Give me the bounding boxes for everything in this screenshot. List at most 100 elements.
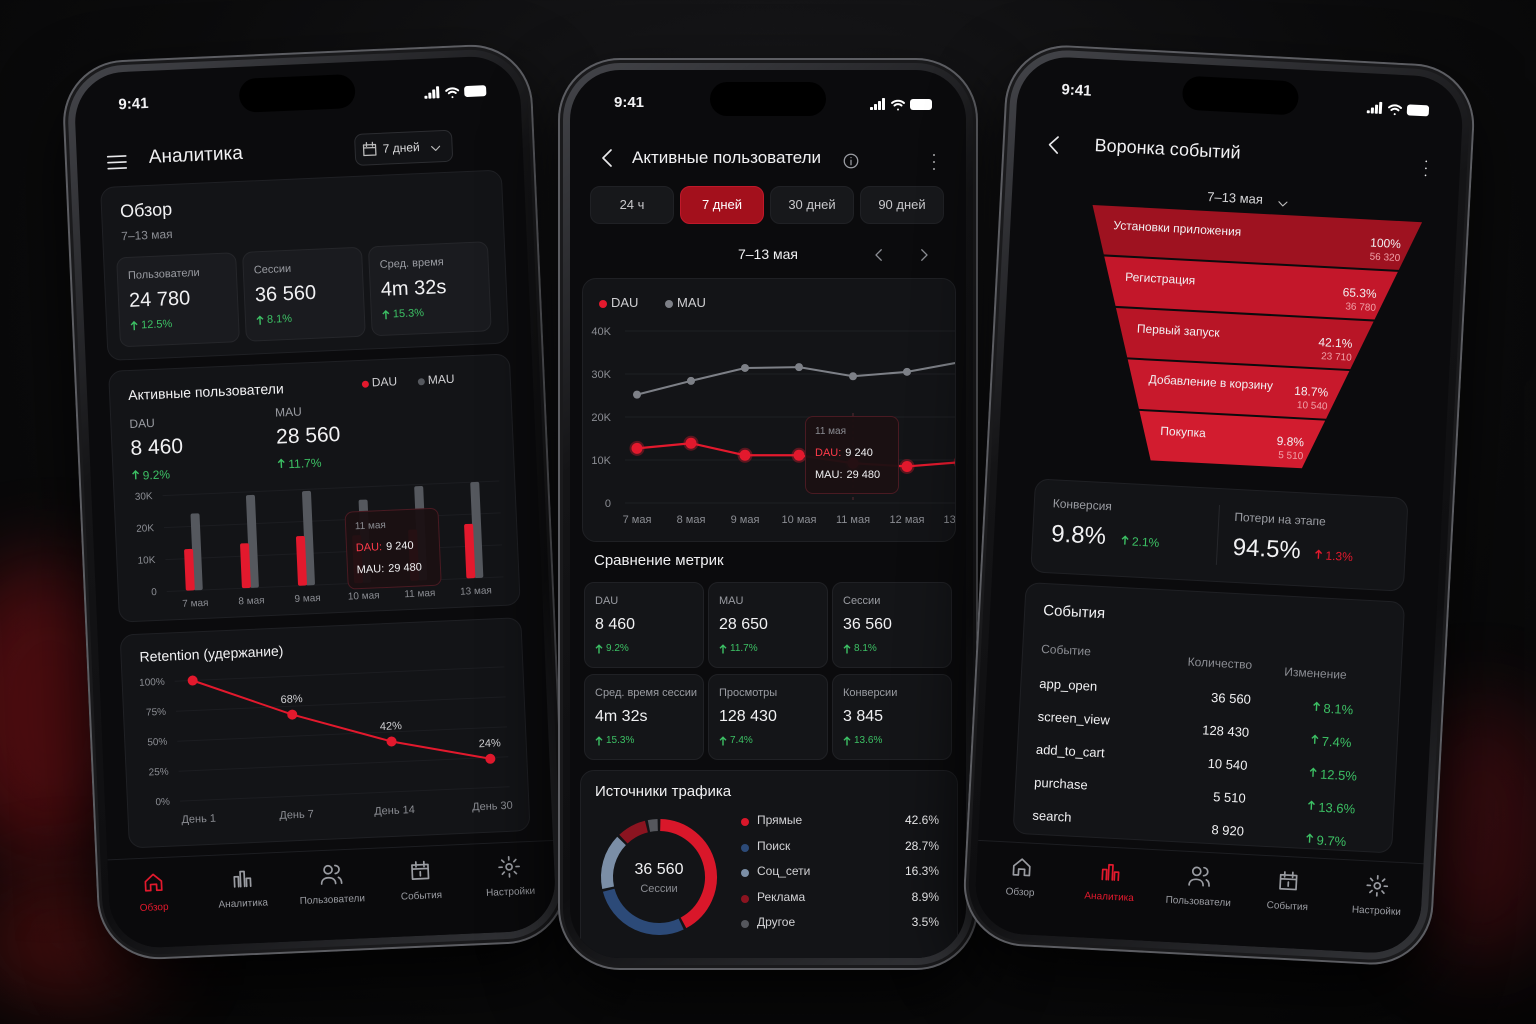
- nav-label[interactable]: Пользователи: [299, 893, 366, 908]
- kebab-icon[interactable]: [1413, 156, 1438, 181]
- bars-icon[interactable]: [230, 866, 255, 891]
- signal-bar: [1378, 101, 1383, 114]
- tooltip-date: 11 мая: [354, 519, 387, 533]
- users-icon[interactable]: [1187, 864, 1212, 889]
- section-title: Сравнение метрик: [594, 552, 724, 569]
- icon-shape: [233, 870, 252, 888]
- kebab-icon[interactable]: [922, 150, 946, 174]
- home-icon[interactable]: [1009, 855, 1034, 880]
- point: [485, 753, 496, 764]
- users-icon[interactable]: [319, 862, 344, 887]
- arrow-up-icon: [595, 644, 603, 654]
- legend-dot: [361, 380, 370, 388]
- events-icon[interactable]: [408, 858, 433, 883]
- period-picker[interactable]: 7 дней: [353, 129, 454, 166]
- column-header: Изменение: [1284, 664, 1348, 682]
- nav-label[interactable]: Настройки: [485, 885, 536, 899]
- event-count: 5 510: [1212, 789, 1247, 806]
- donut-segment: [602, 888, 684, 935]
- value-label: 16.3%: [904, 864, 939, 878]
- signal-bar: [878, 101, 881, 110]
- metric-card: Пользователи 24 780 12.5%: [116, 252, 240, 348]
- arrow-shape: [382, 309, 390, 320]
- legend-label: Поиск: [757, 838, 791, 853]
- x-tick-label: 8 мая: [238, 595, 265, 607]
- icon-shape: [843, 153, 859, 169]
- event-change: 9.7%: [1316, 832, 1347, 850]
- gear-icon[interactable]: [497, 854, 522, 879]
- metric-label: Просмотры: [719, 687, 778, 699]
- gear-icon[interactable]: [1365, 873, 1390, 898]
- metric-value: 4m 32s: [380, 276, 447, 301]
- point: [683, 435, 699, 451]
- bars-icon[interactable]: [1098, 859, 1123, 884]
- arrow-shape: [1313, 701, 1321, 711]
- nav-label[interactable]: Обзор: [139, 901, 169, 915]
- tab-label: 7 дней: [701, 197, 743, 212]
- value-label: 28.7%: [904, 838, 939, 853]
- back-icon[interactable]: [596, 146, 620, 170]
- funnel-stage: [1139, 410, 1326, 469]
- y-tick-label: 50%: [147, 737, 168, 749]
- donut-segment: [619, 820, 649, 844]
- tooltip-row: MAU: 29 480: [815, 469, 895, 485]
- icon-shape: [1278, 201, 1288, 207]
- date-range-picker[interactable]: 7–13 мая: [1012, 179, 1458, 222]
- nav-label[interactable]: Пользователи: [1165, 894, 1232, 910]
- y-tick-label: 20K: [136, 523, 155, 535]
- nav-label[interactable]: События: [400, 889, 443, 903]
- period-tab[interactable]: 7 дней: [680, 186, 764, 224]
- signal-bar: [1370, 107, 1374, 114]
- change-label: 12.5%: [140, 318, 173, 332]
- stage-name: Покупка: [1160, 424, 1207, 441]
- arrow-up-icon: [277, 458, 285, 468]
- point: [903, 367, 911, 376]
- status-icons: [870, 98, 932, 111]
- signal-bar: [870, 107, 873, 110]
- arrow-up-icon: [843, 644, 851, 654]
- down-icon: [1278, 201, 1288, 207]
- bar-chart: 0 10K 20K 30K 7 мая 8 мая 9 мая 10 мая 11 мая 13 …: [135, 480, 504, 610]
- period-tab[interactable]: 30 дней: [770, 186, 854, 224]
- back-icon[interactable]: [1042, 132, 1067, 157]
- stat-label: Потери на этапе: [1234, 509, 1327, 529]
- battery-icon: [910, 99, 932, 110]
- nav-label[interactable]: Настройки: [1351, 904, 1402, 919]
- down-icon: [431, 145, 441, 151]
- info-icon[interactable]: [842, 149, 860, 173]
- change-label: 8.1%: [266, 312, 293, 326]
- period-tab[interactable]: 90 дней: [860, 186, 944, 224]
- arrow-shape: [595, 644, 603, 654]
- menu-icon[interactable]: [104, 150, 129, 175]
- wifi-icon: [1388, 104, 1403, 116]
- arrow-up-icon: [1313, 701, 1321, 711]
- nav-label[interactable]: Обзор: [1005, 886, 1035, 899]
- point: [287, 709, 298, 720]
- signal-bar: [432, 89, 436, 99]
- icon-shape: [362, 141, 377, 157]
- home-icon[interactable]: [141, 870, 166, 895]
- screen: 9:41 Воронка событий 7–13 мая Установки при…: [973, 54, 1465, 956]
- y-tick-label: 10K: [591, 455, 611, 467]
- events-icon[interactable]: [1276, 869, 1301, 894]
- arrow-shape: [1311, 734, 1319, 744]
- tooltip: 11 мая DAU: 9 240 MAU: 29 480: [805, 416, 899, 494]
- right-icon[interactable]: [915, 243, 933, 267]
- tooltip-value: 9 240: [845, 447, 873, 459]
- period-tab[interactable]: 24 ч: [590, 186, 674, 224]
- change-label: 13.6%: [854, 735, 883, 746]
- point: [849, 372, 857, 381]
- nav-label[interactable]: События: [1266, 900, 1309, 914]
- legend-label: Соц_сети: [757, 864, 811, 878]
- point: [633, 390, 641, 399]
- arrow-shape: [1306, 833, 1314, 843]
- wifi-icon: [445, 87, 460, 99]
- arrow-up-icon: [256, 315, 264, 325]
- x-tick-label: 9 мая: [294, 593, 321, 605]
- nav-label[interactable]: Аналитика: [1084, 890, 1135, 905]
- stat-value: 94.5%: [1232, 533, 1302, 565]
- left-icon[interactable]: [870, 243, 888, 267]
- event-count: 8 920: [1211, 822, 1245, 839]
- nav-label[interactable]: Аналитика: [218, 897, 269, 911]
- cal-icon: [362, 141, 377, 157]
